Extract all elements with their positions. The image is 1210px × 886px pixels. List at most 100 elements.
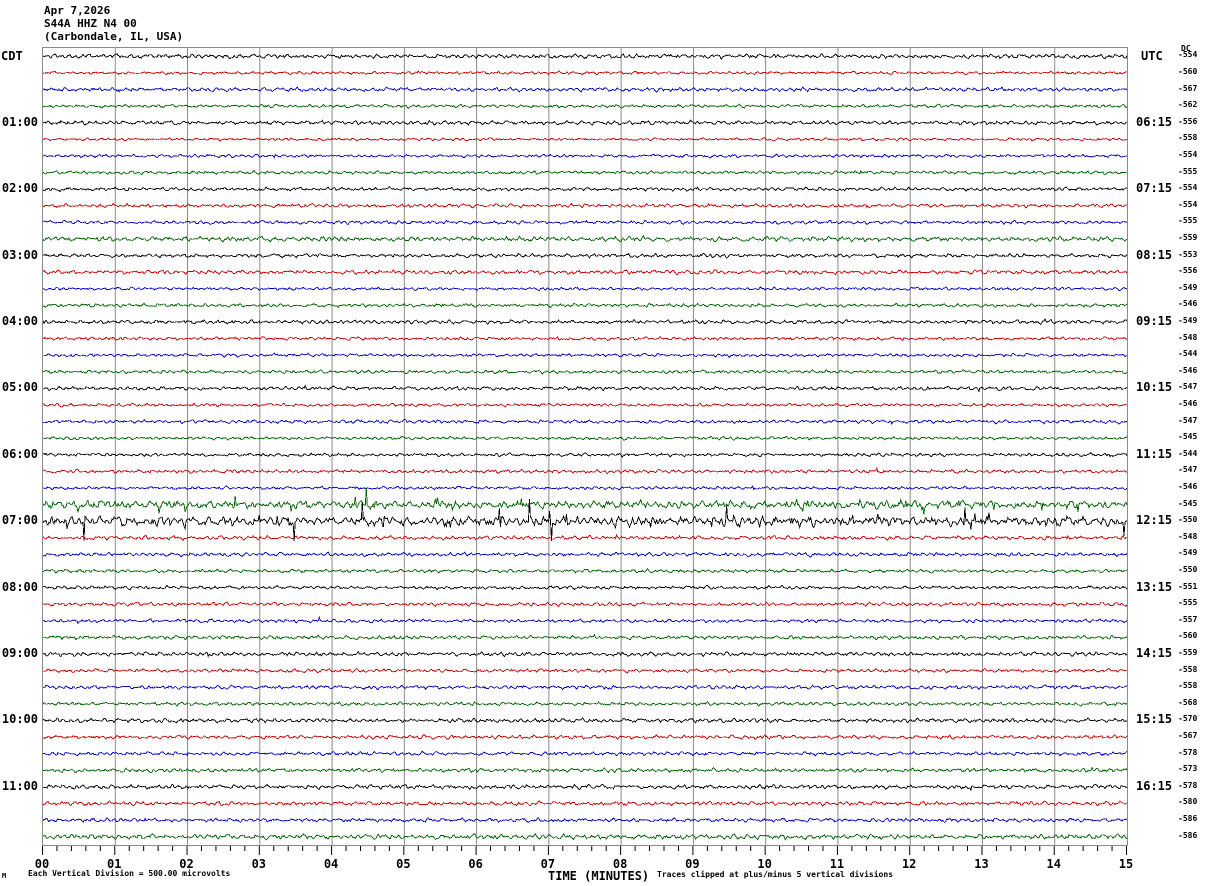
left-hour-label: 09:00 [1,646,38,661]
dc-value: -545 [1178,498,1198,508]
dc-value: -556 [1178,266,1198,276]
dc-value: -558 [1178,133,1198,143]
seismic-trace [43,533,1127,541]
dc-value: -549 [1178,282,1198,292]
dc-value: -556 [1178,116,1198,126]
seismic-trace [43,485,1127,491]
x-axis-tick-label: 15 [1118,857,1134,871]
seismic-trace [43,783,1127,792]
dc-value: -562 [1178,100,1198,110]
dc-value: -549 [1178,315,1198,325]
seismic-trace [43,800,1127,807]
left-hour-label: 07:00 [1,513,38,528]
dc-value: -546 [1178,398,1198,408]
left-hour-label: 06:00 [1,446,38,461]
seismic-trace [43,119,1127,127]
seismic-trace [43,667,1127,674]
seismic-trace [43,402,1127,408]
dc-value: -550 [1178,515,1198,525]
seismic-trace [43,832,1127,841]
seismogram-canvas [43,48,1127,845]
right-hour-label: 14:15 [1136,646,1173,661]
dc-value: -544 [1178,448,1198,458]
clipping-note: Traces clipped at plus/minus 5 vertical … [657,870,894,879]
dc-value: -560 [1178,631,1198,641]
dc-value: -554 [1178,199,1198,209]
left-hour-label: 11:00 [1,778,38,793]
left-timezone-label: CDT [1,49,23,63]
dc-value: -547 [1178,415,1198,425]
seismic-trace [43,202,1127,209]
seismic-trace [43,186,1127,193]
dc-value: -544 [1178,349,1198,359]
dc-value: -548 [1178,332,1198,342]
seismic-trace [43,615,1127,625]
x-axis-tick-label: 04 [323,857,339,871]
seismic-trace [43,269,1127,276]
x-axis-tick-label: 13 [974,857,989,871]
x-axis-title: TIME (MINUTES) [548,869,650,883]
dc-column-header: DC [1181,44,1191,53]
dc-value: -567 [1178,83,1198,93]
left-hour-label: 05:00 [1,380,38,395]
dc-value: -551 [1178,581,1198,591]
x-axis-tick-label: 01 [107,857,122,871]
seismic-trace [43,219,1127,225]
right-hour-label: 07:15 [1136,181,1173,196]
seismic-trace [43,86,1127,93]
dc-value: -546 [1178,482,1198,491]
seismic-trace [43,103,1127,109]
x-axis-tick-label: 00 [34,857,50,871]
right-hour-label: 12:15 [1136,513,1173,528]
seismic-trace [43,551,1127,558]
header-date: Apr 7,2026 [44,4,111,17]
seismic-trace [43,750,1127,757]
dc-value: -554 [1178,50,1198,60]
dc-value: -570 [1178,714,1198,724]
seismic-trace [43,766,1127,774]
seismic-trace [43,701,1127,707]
seismic-trace [43,487,1127,515]
seismic-trace [43,153,1127,159]
seismic-trace [43,384,1127,393]
dc-value: -555 [1178,166,1198,176]
x-axis-tick-label: 11 [829,857,845,871]
x-axis-tick-label: 07 [540,857,556,871]
x-axis-ticks [42,846,1127,855]
dc-value: -547 [1178,382,1198,392]
right-timezone-label: UTC [1141,49,1163,63]
right-hour-label: 08:15 [1136,247,1173,262]
seismic-trace [43,498,1127,541]
dc-value: -555 [1178,216,1198,226]
dc-value: -578 [1178,747,1198,757]
seismic-trace [43,169,1127,175]
seismogram-plot[interactable] [42,47,1128,846]
x-axis-tick-label: 06 [468,857,483,871]
seismic-trace [43,817,1127,824]
left-hour-label: 04:00 [1,313,38,328]
x-axis-tick-label: 10 [757,857,772,871]
header-location: (Carbondale, IL, USA) [44,30,184,43]
header-station: S44A HHZ N4 00 [44,17,137,30]
seismic-trace [43,717,1127,724]
x-axis-tick-label: 12 [901,857,917,871]
right-hour-label: 06:15 [1136,114,1173,129]
right-hour-label: 10:15 [1136,380,1173,395]
seismic-trace [43,286,1127,291]
seismic-trace [43,137,1127,142]
seismic-trace [43,369,1127,375]
dc-value: -586 [1178,830,1198,840]
seismic-trace [43,352,1127,358]
right-hour-label: 13:15 [1136,579,1173,594]
dc-value: -560 [1178,66,1198,76]
dc-value: -580 [1178,797,1198,807]
dc-value: -554 [1178,183,1198,193]
right-hour-label: 16:15 [1136,778,1173,793]
seismic-trace [43,633,1127,641]
seismic-trace [43,601,1127,608]
corner-marker-glyph: M [2,872,7,880]
seismic-trace [43,53,1127,60]
left-hour-label: 03:00 [1,247,38,262]
seismic-trace [43,419,1127,426]
vertical-division-note: Each Vertical Division = 500.00 microvol… [28,869,231,878]
